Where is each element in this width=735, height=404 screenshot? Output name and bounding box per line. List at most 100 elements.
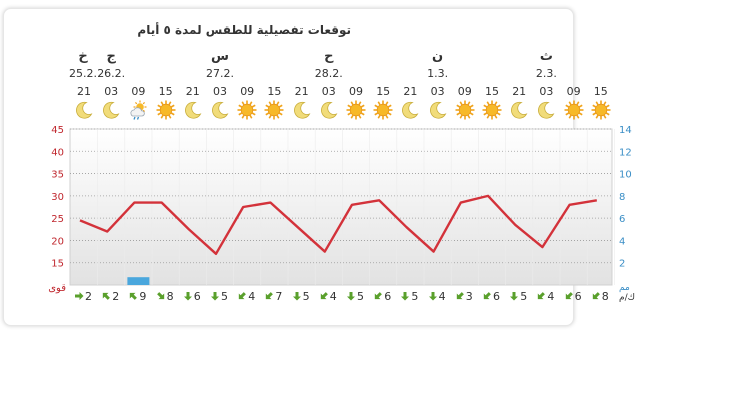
day-label: ن (432, 49, 444, 64)
wind-speed: 4 (248, 290, 256, 303)
wind-speed: 6 (574, 290, 582, 303)
wind-strength-label: قوى (48, 283, 66, 294)
wind-unit-label: ك/م (619, 293, 635, 303)
wind-arrow-icon (128, 291, 138, 301)
wind-cell: 6 (373, 290, 391, 303)
temp-tick-label: 20 (51, 236, 64, 247)
wind-cell: 2 (101, 290, 119, 303)
moon-icon (183, 100, 203, 120)
wind-speed: 9 (139, 290, 147, 303)
wind-cell: 6 (564, 290, 582, 303)
wind-cell: 7 (264, 290, 282, 303)
wind-cell: 5 (292, 290, 310, 303)
wind-cell: 6 (482, 290, 500, 303)
hour-label: 21 (512, 85, 527, 98)
hour-label: 15 (376, 85, 391, 98)
plot-area (70, 129, 612, 285)
wind-arrow-icon (400, 291, 410, 301)
hour-label: 15 (267, 85, 282, 98)
wind-cell: 4 (237, 290, 255, 303)
temp-tick-label: 30 (51, 192, 64, 203)
wind-speed: 5 (357, 290, 364, 303)
wind-arrow-icon (183, 291, 193, 301)
hour-label: 15 (158, 85, 173, 98)
sun-icon (156, 100, 176, 120)
wind-speed: 2 (112, 290, 120, 303)
day-date: 1.3. (427, 67, 449, 80)
hour-label: 21 (403, 85, 418, 98)
wind-arrow-icon (264, 291, 274, 301)
wind-cell: 8 (591, 290, 609, 303)
moon-icon (101, 100, 121, 120)
sun-icon (237, 100, 257, 120)
hour-label: 03 (539, 85, 554, 98)
moon-icon (400, 100, 420, 120)
wind-speed: 5 (520, 290, 528, 303)
moon-icon (509, 100, 529, 120)
day-label: ج (106, 49, 116, 64)
wind-speed: 6 (384, 290, 392, 303)
wind-arrow-icon (482, 291, 492, 301)
temp-tick-label: 45 (51, 125, 64, 136)
precip-tick-label: 2 (619, 259, 625, 270)
precip-tick-label: 6 (619, 214, 625, 225)
wind-arrow-icon (210, 291, 220, 301)
sun-icon (564, 100, 584, 120)
day-date: 27.2. (206, 67, 234, 80)
sun-icon (264, 100, 284, 120)
temp-tick-label: 40 (51, 147, 64, 158)
wind-speed: 7 (275, 290, 283, 303)
wind-arrow-icon (591, 291, 601, 301)
wind-cell: 5 (210, 290, 228, 303)
wind-arrow-icon (536, 291, 546, 301)
moon-icon (428, 100, 448, 120)
moon-icon (74, 100, 94, 120)
wind-arrow-icon (74, 291, 84, 301)
hour-label: 03 (430, 85, 445, 98)
sun-icon (591, 100, 611, 120)
hour-label: 09 (457, 85, 472, 98)
hour-label: 21 (185, 85, 200, 98)
wind-cell: 5 (400, 290, 418, 303)
wind-speed: 5 (302, 290, 310, 303)
wind-arrow-icon (346, 291, 356, 301)
hour-label: 09 (566, 85, 581, 98)
wind-arrow-icon (509, 291, 519, 301)
wind-cell: 2 (74, 290, 92, 303)
sun-icon (373, 100, 393, 120)
precip-tick-label: 14 (619, 125, 632, 136)
precip-bar (127, 277, 150, 285)
wind-speed: 8 (601, 290, 609, 303)
wind-speed: 4 (329, 290, 337, 303)
hour-label: 21 (77, 85, 91, 98)
wind-cell: 5 (346, 290, 364, 303)
wind-arrow-icon (156, 291, 166, 301)
day-label: خ (78, 49, 88, 64)
forecast-title: توقعات تفصيلية للطقس لمدة ٥ أيام (137, 23, 351, 37)
wind-speed: 8 (166, 290, 174, 303)
temperature-line (79, 194, 597, 256)
hour-label: 03 (104, 85, 119, 98)
wind-arrow-icon (373, 291, 383, 301)
hour-label: 03 (321, 85, 336, 98)
sun-icon (482, 100, 502, 120)
temp-tick-label: 25 (51, 214, 64, 225)
wind-cell: 8 (156, 290, 174, 303)
day-date: 25.2. (69, 67, 97, 80)
wind-speed: 4 (438, 290, 446, 303)
precip-tick-label: 10 (619, 170, 632, 181)
day-date: 2.3. (535, 67, 557, 80)
wind-arrow-icon (319, 291, 329, 301)
precip-tick-label: 12 (619, 147, 632, 158)
wind-arrow-icon (455, 291, 465, 301)
day-date: 26.2. (97, 67, 126, 80)
hour-label: 09 (240, 85, 255, 98)
precip-unit-label: مم (619, 283, 630, 293)
sun-icon (455, 100, 475, 120)
day-label: ح (324, 49, 334, 64)
moon-icon (319, 100, 339, 120)
temp-tick-label: 15 (51, 259, 64, 270)
wind-speed: 5 (411, 290, 419, 303)
temp-tick-label: 35 (51, 170, 64, 181)
wind-speed: 6 (193, 290, 201, 303)
